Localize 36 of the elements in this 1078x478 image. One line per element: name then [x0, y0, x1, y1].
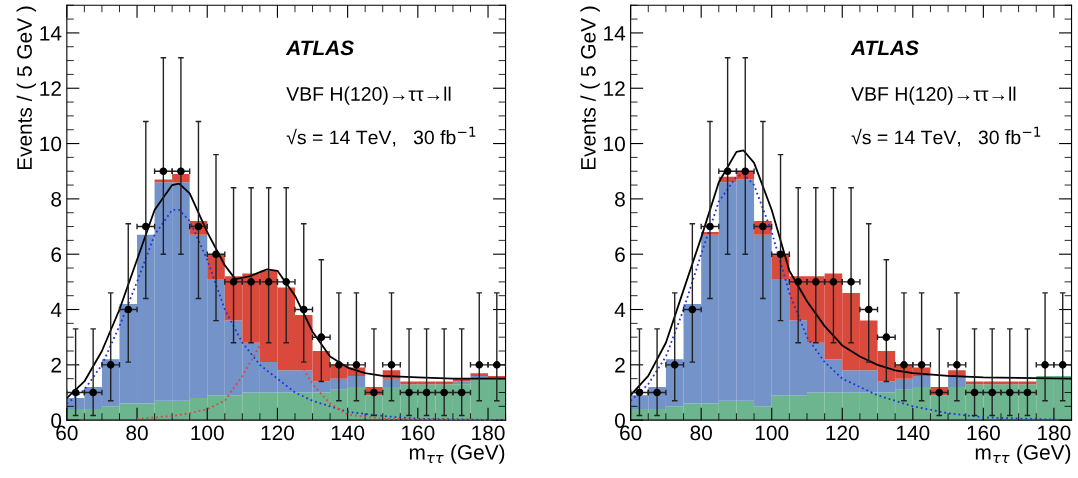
y-tick-label: 6 — [615, 247, 625, 262]
x-tick-label: 160 — [967, 425, 1000, 441]
x-axis-title: m$_{ττ}$ (GeV) — [975, 444, 1071, 464]
y-tick-label: 2 — [51, 357, 61, 373]
y-tick-label: 2 — [615, 357, 625, 373]
x-tick-label: 80 — [690, 425, 712, 441]
x-tick-label: 140 — [331, 425, 365, 441]
annotation: √s = 14 TeV, 30 fb$^{−1}$ — [851, 126, 1041, 147]
x-tick-label: 120 — [826, 425, 859, 441]
y-tick-label: 8 — [51, 191, 62, 207]
y-tick-label: 10 — [604, 136, 625, 152]
annotation: VBF H(120)→ττ→ll — [286, 86, 451, 105]
y-tick-label: 14 — [40, 26, 62, 41]
x-tick-label: 180 — [472, 425, 505, 441]
x-tick-label: 120 — [261, 425, 294, 441]
x-tick-label: 100 — [191, 425, 224, 441]
y-tick-label: 14 — [604, 26, 626, 41]
x-tick-label: 80 — [126, 425, 148, 441]
y-tick-label: 12 — [40, 81, 61, 96]
x-tick-label: 160 — [402, 425, 435, 441]
annotation: VBF H(120)→ττ→ll — [851, 86, 1016, 105]
y-tick-label: 4 — [614, 302, 626, 318]
y-tick-label: 10 — [40, 136, 62, 152]
annotation: ATLAS — [850, 40, 919, 56]
annotation: ATLAS — [285, 40, 354, 56]
annotation: √s = 14 TeV, 30 fb$^{−1}$ — [286, 126, 476, 147]
x-axis-title: m$_{ττ}$ (GeV) — [409, 444, 505, 464]
x-tick-label: 100 — [755, 425, 789, 441]
y-tick-label: 6 — [51, 247, 62, 262]
y-tick-label: 8 — [615, 191, 625, 207]
y-axis-title: Events / ( 5 GeV ) — [580, 6, 600, 170]
x-tick-label: 180 — [1038, 425, 1071, 441]
y-tick-label: 12 — [604, 81, 625, 96]
x-tick-label: 140 — [897, 425, 930, 441]
y-axis-title: Events / ( 5 GeV ) — [16, 6, 37, 170]
y-tick-label: 4 — [50, 302, 62, 318]
